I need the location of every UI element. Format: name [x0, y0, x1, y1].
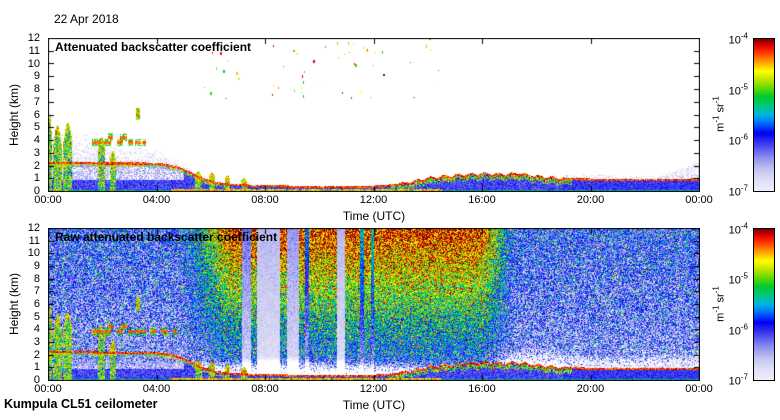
- unit-exponent: -1: [711, 96, 721, 104]
- y-tick-label: 7: [33, 285, 40, 298]
- x-axis-tick-labels-bottom: 00:00 04:00 08:00 12:00 16:00 20:00 00:00: [34, 383, 713, 397]
- y-tick-label: 11: [28, 234, 40, 247]
- colorbar-tick-label: 10-6: [728, 322, 748, 337]
- unit-exponent: -1: [711, 305, 721, 313]
- raw-panel-title: Raw attenuated backscatter coefficient: [55, 230, 278, 244]
- x-tick-label: 16:00: [468, 383, 496, 395]
- colorbar-tick-exponent: -4: [740, 221, 748, 231]
- processed-backscatter-heatmap: [48, 38, 700, 192]
- y-tick-label: 0: [33, 374, 40, 386]
- colorbar-tick-exponent: -4: [740, 31, 748, 41]
- raw-backscatter-panel: Raw attenuated backscatter coefficient: [48, 228, 700, 381]
- x-tick-label: 00:00: [685, 194, 713, 206]
- date-label: 22 Apr 2018: [54, 12, 119, 26]
- y-axis-tick-labels-top: 0 1 2 3 4 5 6 7 8 9 10 11 12: [0, 32, 44, 197]
- x-tick-label: 16:00: [468, 194, 496, 206]
- x-tick-label: 12:00: [359, 194, 388, 206]
- x-tick-label: 20:00: [576, 194, 605, 206]
- y-tick-label: 1: [33, 361, 40, 374]
- y-tick-label: 3: [33, 146, 40, 159]
- unit-exponent: -1: [711, 115, 721, 123]
- colorbar-tick-label: 10-7: [728, 372, 748, 388]
- raw-backscatter-heatmap: [48, 228, 700, 381]
- x-tick-label: 12:00: [359, 383, 388, 395]
- processed-backscatter-panel: Attenuated backscatter coefficient: [48, 38, 700, 192]
- instrument-label: Kumpula CL51 ceilometer: [4, 397, 158, 411]
- x-tick-label: 08:00: [251, 194, 279, 206]
- y-tick-label: 4: [33, 134, 40, 146]
- y-tick-label: 3: [33, 336, 40, 348]
- y-tick-label: 2: [33, 159, 40, 172]
- y-tick-label: 12: [27, 222, 40, 234]
- colorbar-bottom: [753, 228, 775, 381]
- colorbar-tick-exponent: -6: [740, 322, 748, 332]
- y-axis-label-bottom: Height (km): [7, 272, 21, 336]
- y-tick-label: 10: [27, 247, 40, 260]
- y-tick-label: 6: [33, 298, 40, 310]
- colorbar-tick-label: 10-5: [728, 82, 748, 97]
- colorbar-tick-label: 10-6: [728, 133, 748, 148]
- colorbar-tick-labels-bottom: 10-4 10-5 10-6 10-7: [700, 222, 748, 388]
- colorbar-gradient-top: [754, 39, 774, 191]
- x-tick-label: 20:00: [576, 383, 605, 395]
- y-tick-label: 5: [33, 310, 40, 323]
- y-tick-label: 9: [33, 70, 40, 83]
- x-tick-label: 00:00: [685, 383, 713, 395]
- y-tick-label: 9: [33, 260, 40, 272]
- y-tick-label: 11: [28, 44, 40, 57]
- y-tick-label: 12: [27, 32, 40, 44]
- x-axis-tick-labels-top: 00:00 04:00 08:00 12:00 16:00 20:00 00:00: [34, 194, 713, 208]
- y-tick-label: 1: [33, 172, 40, 185]
- y-tick-label: 4: [33, 323, 40, 336]
- x-tick-label: 04:00: [142, 383, 171, 395]
- x-tick-label: 00:00: [34, 383, 62, 395]
- colorbar-top: [753, 38, 775, 192]
- colorbar-tick-label: 10-5: [728, 272, 748, 287]
- x-tick-label: 08:00: [251, 383, 279, 395]
- unit-exponent: -1: [711, 286, 721, 294]
- colorbar-tick-labels-top: 10-4 10-5 10-6 10-7: [700, 32, 748, 199]
- y-axis-label-top: Height (km): [7, 83, 21, 147]
- colorbar-tick-exponent: -6: [740, 133, 748, 142]
- colorbar-tick-label: 10-7: [728, 183, 748, 199]
- y-tick-label: 10: [27, 57, 40, 70]
- y-tick-label: 6: [33, 108, 40, 121]
- colorbar-tick-exponent: -5: [740, 272, 748, 281]
- x-axis-label-bottom: Time (UTC): [342, 398, 406, 412]
- processed-panel-title: Attenuated backscatter coefficient: [55, 40, 252, 54]
- colorbar-tick-exponent: -7: [740, 372, 748, 382]
- y-tick-label: 7: [33, 95, 40, 108]
- colorbar-gradient-bottom: [754, 229, 774, 380]
- colorbar-tick-exponent: -7: [740, 183, 748, 193]
- colorbar-tick-exponent: -5: [740, 82, 748, 92]
- x-axis-label-top: Time (UTC): [342, 209, 406, 223]
- y-tick-label: 8: [33, 83, 40, 95]
- y-tick-label: 2: [33, 348, 40, 361]
- x-tick-label: 00:00: [34, 194, 62, 206]
- x-tick-label: 04:00: [142, 194, 171, 206]
- y-tick-label: 5: [33, 121, 40, 134]
- y-axis-tick-labels-bottom: 0 1 2 3 4 5 6 7 8 9 10 11 12: [0, 222, 44, 386]
- y-tick-label: 0: [33, 185, 40, 197]
- colorbar-unit-label-top: m-1 sr-1: [711, 96, 727, 132]
- colorbar-tick-label: 10-4: [728, 31, 748, 47]
- y-tick-label: 8: [33, 272, 40, 285]
- colorbar-tick-label: 10-4: [728, 221, 748, 237]
- colorbar-unit-label-bottom: m-1 sr-1: [711, 286, 727, 322]
